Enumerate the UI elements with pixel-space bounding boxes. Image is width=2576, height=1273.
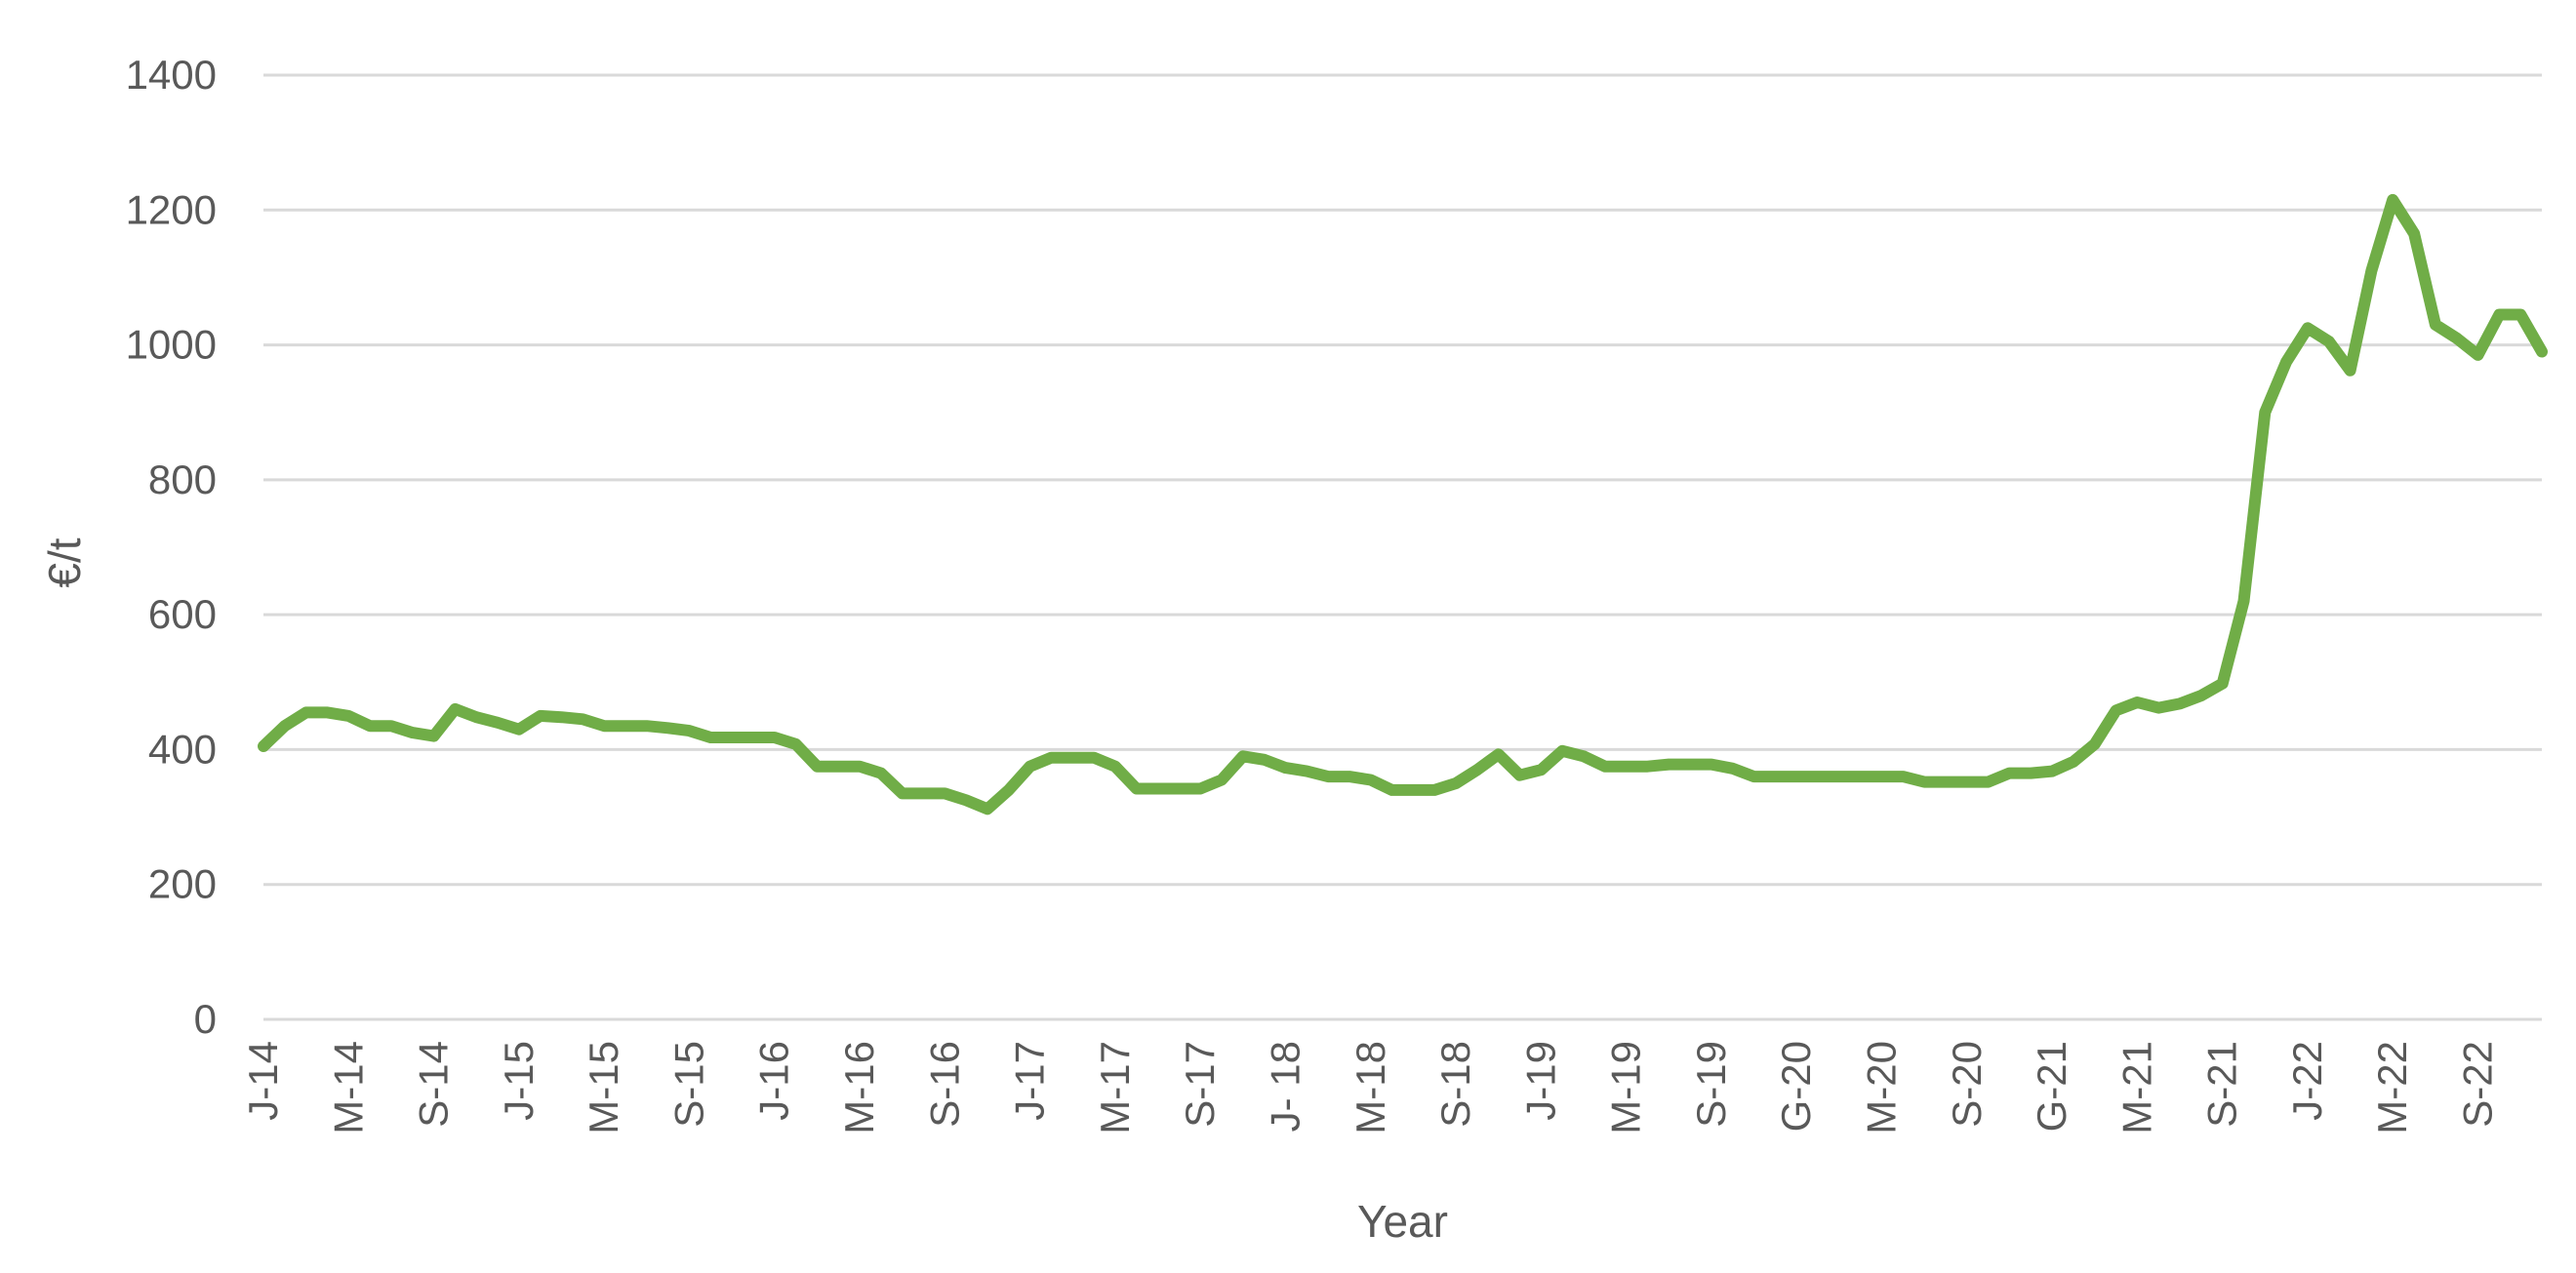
x-axis-title: Year	[1357, 1196, 1448, 1247]
x-tick-label: S-18	[1432, 1041, 1478, 1128]
x-tick-label: J-14	[240, 1041, 286, 1121]
x-tick-label: J- 18	[1262, 1041, 1308, 1132]
x-tick-label: M-17	[1092, 1041, 1138, 1134]
y-tick-label: 400	[148, 726, 217, 772]
x-tick-label: J-19	[1517, 1041, 1563, 1121]
x-tick-label: M-14	[325, 1041, 371, 1134]
y-tick-label: 1000	[126, 322, 217, 368]
x-tick-label: M-20	[1859, 1041, 1905, 1134]
x-tick-label: G-21	[2029, 1041, 2074, 1132]
x-tick-label: M-15	[581, 1041, 626, 1134]
x-tick-label: S-19	[1688, 1041, 1734, 1128]
x-tick-label: S-15	[665, 1041, 711, 1128]
x-tick-label: S-14	[411, 1041, 457, 1128]
y-axis-tick-labels: 0 200 400 600 800 1000 1200 1400	[126, 52, 217, 1042]
series-line-0	[258, 193, 2548, 816]
x-tick-label: J-17	[1007, 1041, 1053, 1121]
x-tick-label: J-16	[751, 1041, 797, 1121]
x-tick-label: M-21	[2113, 1041, 2159, 1134]
x-tick-label: S-16	[921, 1041, 967, 1128]
x-tick-label: G-20	[1773, 1041, 1819, 1132]
y-axis-title: €/t	[39, 537, 90, 587]
series-lines	[258, 193, 2548, 816]
x-tick-label: M-18	[1348, 1041, 1393, 1134]
y-tick-label: 600	[148, 591, 217, 637]
grid-lines	[263, 73, 2542, 1021]
x-tick-label: S-22	[2455, 1041, 2501, 1128]
x-tick-label: S-20	[1944, 1041, 1990, 1128]
x-tick-label: M-16	[836, 1041, 882, 1134]
x-tick-label: S-21	[2199, 1041, 2245, 1128]
x-tick-label: J-22	[2284, 1041, 2330, 1121]
x-tick-label: J-15	[496, 1041, 542, 1121]
y-tick-label: 1200	[126, 186, 217, 232]
x-axis-tick-labels: J-14 M-14 S-14 J-15 M-15 S-15 J-16 M-16 S-16 J-17…	[240, 1041, 2501, 1134]
x-tick-label: S-17	[1177, 1041, 1223, 1128]
y-tick-label: 1400	[126, 52, 217, 98]
y-tick-label: 800	[148, 457, 217, 502]
x-tick-label: M-19	[1603, 1041, 1649, 1134]
y-tick-label: 200	[148, 861, 217, 907]
x-tick-label: M-22	[2369, 1041, 2415, 1134]
y-tick-label: 0	[194, 996, 217, 1042]
